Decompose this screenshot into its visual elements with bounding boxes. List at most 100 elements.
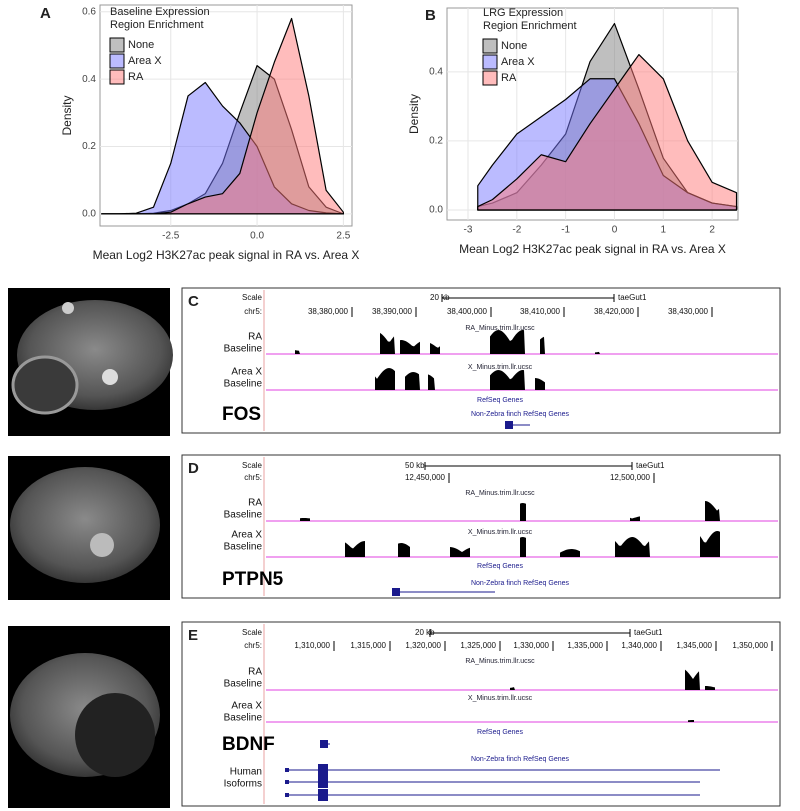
isoform-exon (285, 793, 289, 797)
gene-name: BDNF (222, 734, 275, 755)
legend-title: LRG Expression (483, 7, 563, 19)
gene-exon (320, 740, 328, 748)
legend-swatch (482, 38, 498, 54)
track-panel (181, 621, 781, 807)
signal-peak (300, 518, 310, 521)
y-tick-label: 0.6 (82, 6, 96, 17)
row-name: Baseline (224, 344, 263, 355)
signal-peak (450, 547, 470, 557)
coordinate: 38,410,000 (520, 307, 561, 316)
signal-peak (685, 669, 700, 690)
track-name: RA_Minus.trim.llr.ucsc (465, 490, 535, 497)
coordinate: 38,420,000 (594, 307, 635, 316)
signal-peak (535, 378, 545, 390)
legend-swatch (109, 37, 125, 53)
isoform-exon (285, 768, 289, 772)
isoform-exon (318, 764, 328, 776)
coordinate: 38,380,000 (308, 307, 349, 316)
coordinate: 1,345,000 (676, 641, 712, 650)
row-name: Baseline (224, 379, 263, 390)
signal-peak (380, 332, 395, 354)
isoform-label: Human (230, 767, 262, 778)
refseq-label: RefSeq Genes (477, 397, 523, 404)
signal-peak (630, 516, 640, 521)
track-panel (181, 454, 781, 599)
signal-peak (490, 330, 525, 354)
scale-value: 20 kb (430, 293, 450, 302)
scale-label: Scale (242, 461, 263, 470)
y-axis-label: Density (407, 94, 421, 134)
row-name: Baseline (224, 679, 263, 690)
y-tick-label: 0.0 (429, 205, 443, 216)
legend-swatch (109, 53, 125, 69)
panel-label: D (188, 460, 199, 477)
signal-peak (490, 370, 525, 390)
other-refseq-label: Non-Zebra finch RefSeq Genes (471, 580, 570, 587)
legend-label: RA (501, 72, 517, 84)
x-tick-label: 1 (661, 225, 667, 236)
chrom-label: chr5: (244, 473, 262, 482)
track-name: X_Minus.trim.llr.ucsc (468, 529, 533, 536)
x-tick-label: 0 (612, 225, 618, 236)
track-name: X_Minus.trim.llr.ucsc (468, 364, 533, 371)
row-name: Baseline (224, 542, 263, 553)
row-name: Baseline (224, 510, 263, 521)
signal-peak (400, 340, 420, 354)
track-name: RA_Minus.trim.llr.ucsc (465, 658, 535, 665)
x-tick-label: -3 (464, 225, 473, 236)
coordinate: 1,325,000 (460, 641, 496, 650)
scale-label: Scale (242, 628, 263, 637)
coordinate: 1,350,000 (732, 641, 768, 650)
signal-peak (345, 541, 365, 557)
coordinate: 38,390,000 (372, 307, 413, 316)
row-name: Baseline (224, 713, 263, 724)
legend-label: RA (128, 71, 144, 83)
coordinate: 38,400,000 (447, 307, 488, 316)
signal-peak (405, 372, 420, 390)
panel-label: A (40, 5, 51, 22)
signal-peak (615, 537, 650, 557)
signal-peak (375, 368, 395, 390)
x-tick-label: -1 (561, 225, 570, 236)
signal-peak (560, 549, 580, 557)
y-tick-label: 0.0 (82, 209, 96, 220)
signal-peak (398, 543, 410, 557)
isoform-exon (318, 776, 328, 788)
gene-exon (505, 421, 513, 429)
y-tick-label: 0.2 (82, 141, 96, 152)
refseq-label: RefSeq Genes (477, 563, 523, 570)
coordinate: 38,430,000 (668, 307, 709, 316)
legend-title: Region Enrichment (110, 19, 204, 31)
coordinate: 1,335,000 (567, 641, 603, 650)
legend-swatch (482, 70, 498, 86)
coordinate: 1,340,000 (621, 641, 657, 650)
track-panel (181, 287, 781, 434)
legend-label: None (501, 40, 527, 52)
signal-peak (510, 687, 515, 690)
legend-swatch (482, 54, 498, 70)
scale-value: 20 kb (415, 628, 435, 637)
assembly: taeGut1 (636, 461, 665, 470)
y-tick-label: 0.2 (429, 136, 443, 147)
panel-label: E (188, 627, 198, 644)
signal-peak (520, 503, 526, 521)
x-axis-label: Mean Log2 H3K27ac peak signal in RA vs. … (459, 242, 726, 256)
coordinate: 12,500,000 (610, 473, 651, 482)
row-name: RA (248, 332, 262, 343)
legend-swatch (109, 69, 125, 85)
assembly: taeGut1 (634, 628, 663, 637)
signal-peak (428, 374, 435, 390)
legend-title: Baseline Expression (110, 6, 210, 18)
row-name: Area X (231, 701, 262, 712)
signal-peak (540, 336, 545, 354)
isoform-label: Isoforms (224, 779, 262, 790)
refseq-label: RefSeq Genes (477, 729, 523, 736)
gene-name: FOS (222, 404, 261, 425)
coordinate: 12,450,000 (405, 473, 446, 482)
scale-label: Scale (242, 293, 263, 302)
coordinate: 1,310,000 (294, 641, 330, 650)
micrographs (8, 288, 173, 808)
row-name: RA (248, 667, 262, 678)
density-area (101, 17, 344, 215)
